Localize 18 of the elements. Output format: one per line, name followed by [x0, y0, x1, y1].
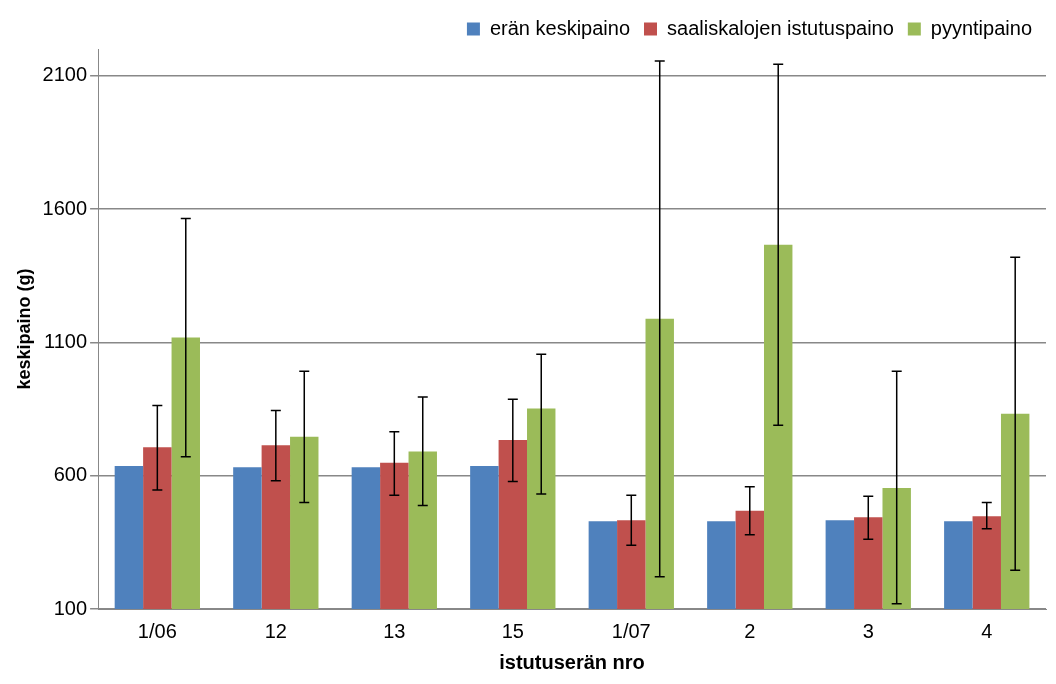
legend-label: pyyntipaino: [930, 16, 1033, 39]
x-tick-label: 4: [981, 619, 993, 642]
y-tick-label: 1600: [42, 196, 88, 219]
x-tick-label: 12: [264, 619, 287, 642]
x-tick-label: 3: [862, 619, 874, 642]
y-tick-label: 600: [53, 463, 88, 486]
y-tick-label: 100: [53, 596, 88, 619]
x-tick-label: 2: [744, 619, 756, 642]
legend-label: saaliskalojen istutuspaino: [667, 16, 894, 39]
y-axis-title: keskipaino (g): [13, 268, 34, 390]
y-tick-label: 1100: [44, 329, 88, 352]
x-tick-label: 15: [501, 619, 524, 642]
x-axis-title: istutuserän nro: [499, 650, 645, 673]
x-tick-label: 1/07: [611, 619, 651, 642]
x-tick-label: 1/06: [137, 619, 177, 642]
x-tick-label: 13: [383, 619, 406, 642]
y-tick-label: 2100: [42, 63, 88, 86]
legend-label: erän keskipaino: [489, 16, 631, 39]
